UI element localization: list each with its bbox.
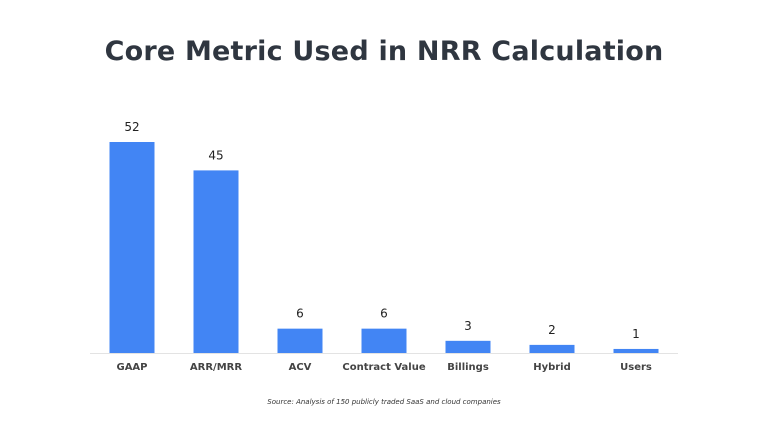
data-label: 2 — [548, 323, 556, 337]
source-note: Source: Analysis of 150 publicly traded … — [267, 398, 501, 406]
category-label: ACV — [289, 362, 312, 373]
data-label: 6 — [380, 307, 388, 321]
category-label: Contract Value — [342, 362, 425, 373]
category-label: GAAP — [116, 362, 147, 373]
bar-gaap — [109, 142, 155, 353]
category-label: Billings — [447, 362, 489, 373]
chart-title: Core Metric Used in NRR Calculation — [104, 36, 664, 67]
bar-contract-value — [361, 328, 407, 353]
category-label: Hybrid — [533, 362, 571, 373]
bar-acv — [277, 328, 323, 353]
bar-billings — [445, 340, 491, 353]
bar-users — [613, 348, 659, 353]
data-label: 45 — [208, 148, 223, 162]
bar-arr-mrr — [193, 170, 239, 353]
category-label: Users — [620, 362, 652, 373]
data-label: 6 — [296, 307, 304, 321]
category-label: ARR/MRR — [190, 362, 242, 373]
data-label: 1 — [632, 327, 640, 341]
bar-hybrid — [529, 344, 575, 353]
data-label: 52 — [124, 120, 139, 134]
data-label: 3 — [464, 319, 472, 333]
